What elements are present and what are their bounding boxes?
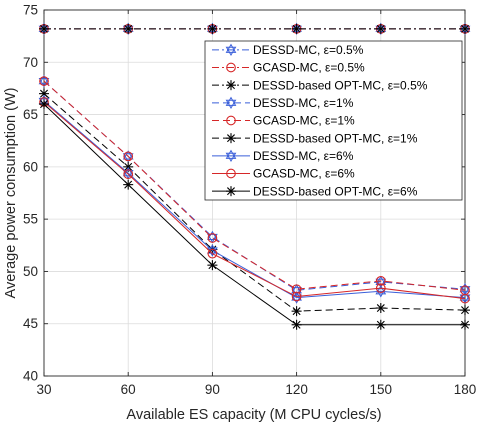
legend-entry: GCASD-MC, ε=0.5% — [212, 61, 365, 75]
y-tick-label: 40 — [23, 369, 38, 384]
data-point — [460, 293, 470, 304]
legend-label: DESSD-MC, ε=0.5% — [253, 43, 364, 57]
legend-label: GCASD-MC, ε=0.5% — [253, 61, 365, 75]
data-point — [123, 23, 134, 34]
data-point — [375, 319, 386, 330]
legend-marker — [226, 186, 236, 197]
series-line — [43, 93, 466, 312]
data-point — [38, 74, 50, 88]
series-line — [43, 101, 466, 300]
legend-entry: DESSD-MC, ε=6% — [212, 149, 354, 163]
data-point — [291, 306, 302, 317]
y-tick-label: 45 — [23, 316, 38, 331]
data-point — [123, 151, 134, 162]
data-point — [291, 284, 302, 295]
x-axis-label: Available ES capacity (M CPU cycles/s) — [126, 407, 381, 423]
x-tick-label: 150 — [370, 382, 393, 397]
data-point — [122, 150, 134, 163]
legend-label: DESSD-based OPT-MC, ε=0.5% — [253, 78, 428, 92]
y-tick-label: 70 — [23, 55, 38, 70]
data-point — [375, 23, 386, 34]
y-tick-label: 50 — [23, 264, 38, 279]
legend-marker — [226, 168, 236, 179]
data-point — [39, 23, 49, 34]
data-point — [39, 99, 49, 110]
data-point — [375, 303, 386, 314]
data-point — [39, 76, 49, 86]
data-point — [207, 23, 218, 34]
data-point — [460, 305, 470, 316]
series-line — [43, 103, 465, 326]
legend-entry: GCASD-MC, ε=1% — [212, 114, 355, 128]
x-tick-label: 120 — [285, 382, 308, 397]
data-point — [460, 319, 470, 330]
series-line — [43, 80, 466, 291]
legend-marker — [225, 149, 237, 163]
data-point — [207, 248, 218, 259]
x-tick-label: 60 — [121, 382, 136, 397]
y-tick-label: 65 — [23, 107, 38, 122]
data-point — [459, 291, 471, 304]
data-point — [123, 169, 134, 180]
data-point — [123, 179, 134, 190]
legend-marker — [226, 80, 236, 91]
legend-entry: GCASD-MC, ε=6% — [212, 167, 355, 181]
data-point — [291, 319, 302, 330]
legend-label: GCASD-MC, ε=1% — [253, 114, 355, 128]
legend-marker — [226, 62, 236, 73]
x-tick-label: 90 — [205, 382, 220, 397]
legend-marker — [225, 43, 237, 57]
legend-label: DESSD-MC, ε=1% — [253, 96, 354, 110]
legend-entry: DESSD-based OPT-MC, ε=6% — [212, 184, 418, 198]
legend-label: GCASD-MC, ε=6% — [253, 167, 355, 181]
data-series — [38, 22, 471, 330]
axis-ticks: 30 60 90 120 150 180 40 45 50 55 60 65 70 75 — [23, 3, 476, 398]
x-tick-label: 30 — [36, 382, 51, 397]
legend-entry: DESSD-MC, ε=1% — [212, 96, 354, 110]
legend-label: DESSD-based OPT-MC, ε=1% — [253, 131, 418, 145]
series-line — [43, 100, 466, 299]
legend-box: DESSD-MC, ε=0.5% GCASD-MC, ε=0.5% DESSD-ba… — [204, 40, 463, 201]
legend-marker — [226, 133, 236, 144]
data-point — [291, 291, 302, 302]
data-point — [207, 260, 218, 271]
legend-entry: DESSD-based OPT-MC, ε=0.5% — [212, 78, 428, 92]
legend-entry: DESSD-based OPT-MC, ε=1% — [212, 131, 418, 145]
legend-label: DESSD-based OPT-MC, ε=6% — [253, 184, 418, 198]
series-9 — [39, 99, 470, 330]
data-point — [375, 285, 387, 298]
legend-label: DESSD-MC, ε=6% — [253, 149, 354, 163]
data-point — [375, 283, 386, 294]
y-tick-label: 60 — [23, 159, 38, 174]
data-point — [207, 233, 218, 243]
y-tick-label: 55 — [23, 212, 38, 227]
legend-entry: DESSD-MC, ε=0.5% — [212, 43, 364, 57]
legend-marker — [225, 96, 237, 110]
x-tick-label: 180 — [454, 382, 477, 397]
data-point — [460, 23, 470, 34]
plot-area-frame — [43, 9, 466, 377]
y-tick-label: 75 — [23, 3, 38, 18]
data-point — [39, 88, 49, 99]
legend-marker — [226, 115, 236, 126]
series-3 — [39, 23, 470, 34]
y-axis-label: Average power consumption (W) — [3, 88, 19, 299]
legend: DESSD-MC, ε=0.5% GCASD-MC, ε=0.5% DESSD-ba… — [204, 40, 463, 201]
data-point — [291, 23, 302, 34]
